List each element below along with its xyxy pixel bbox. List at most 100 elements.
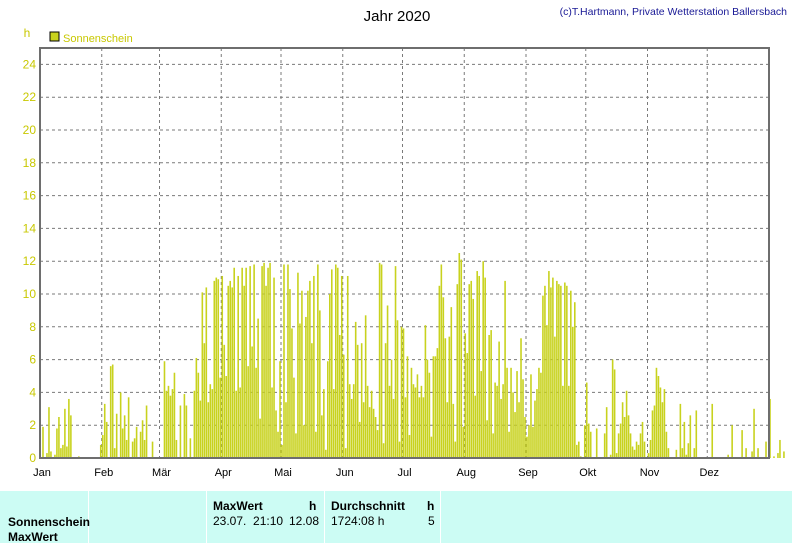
x-tick-label: Mär <box>152 467 171 479</box>
summary-avg-total: 1724:08 h <box>331 514 385 528</box>
bar <box>169 395 172 458</box>
y-tick-label: 18 <box>23 156 37 170</box>
bar <box>613 369 616 458</box>
bar <box>623 417 626 458</box>
bar <box>585 382 588 458</box>
bar <box>522 379 524 458</box>
bar <box>609 454 612 458</box>
bar <box>370 390 373 458</box>
bar <box>205 287 208 458</box>
bar <box>665 431 668 458</box>
bar <box>350 398 353 458</box>
bar <box>647 453 650 458</box>
bar <box>388 385 391 458</box>
bar <box>619 423 622 458</box>
bar <box>575 444 578 458</box>
plot-frame <box>39 47 770 459</box>
bar <box>639 433 642 458</box>
bar <box>460 259 463 458</box>
bar <box>358 421 361 458</box>
bar <box>685 454 688 458</box>
bar <box>390 359 393 458</box>
bar <box>414 387 417 458</box>
summary-avg-unit: h <box>427 499 435 513</box>
bar <box>225 376 228 458</box>
bar <box>396 320 399 458</box>
bar <box>526 436 528 458</box>
bar <box>675 449 678 458</box>
y-axis-unit: h <box>24 26 31 40</box>
bar <box>175 439 178 458</box>
bar <box>133 438 136 458</box>
bar <box>528 425 530 458</box>
legend-label: Sonnenschein <box>63 33 133 45</box>
bar <box>687 443 690 458</box>
bar <box>562 385 564 458</box>
bar <box>141 420 144 458</box>
bar <box>315 431 317 458</box>
bar <box>364 315 367 458</box>
bar <box>299 323 301 458</box>
bar <box>327 361 329 458</box>
bar <box>689 415 692 458</box>
bar <box>745 448 747 458</box>
x-tick-label: Okt <box>579 467 596 479</box>
bar <box>340 275 343 458</box>
bar <box>436 348 439 458</box>
bar <box>223 344 226 458</box>
bar <box>611 359 614 458</box>
y-tick-label: 6 <box>29 353 36 367</box>
bar <box>101 435 104 458</box>
y-tick-label: 22 <box>23 90 37 104</box>
bar <box>271 387 273 458</box>
bar-series-sonnenschein <box>42 253 785 458</box>
bar <box>512 392 514 458</box>
bar <box>42 426 44 458</box>
bar <box>352 384 355 458</box>
bar <box>245 267 247 458</box>
summary-maxwert-header: MaxWert <box>213 499 263 513</box>
bar <box>615 453 618 458</box>
bar <box>504 280 506 458</box>
bar <box>207 402 210 458</box>
bar <box>641 421 644 458</box>
bar <box>432 356 435 458</box>
bar <box>285 402 287 458</box>
y-tick-label: 14 <box>23 221 37 235</box>
bar <box>64 408 66 458</box>
bar <box>468 284 471 458</box>
bar <box>265 285 267 458</box>
bar <box>663 389 666 458</box>
bar <box>462 426 465 458</box>
y-tick-label: 0 <box>29 451 36 465</box>
bar <box>356 344 359 458</box>
bar <box>235 390 237 458</box>
bar <box>478 275 480 458</box>
bar <box>629 433 632 458</box>
bar <box>428 372 431 458</box>
bar <box>189 438 192 458</box>
bar <box>757 448 759 458</box>
bar <box>233 267 235 458</box>
bar <box>257 318 259 458</box>
bar <box>251 346 253 458</box>
bar <box>197 372 200 458</box>
bar <box>253 264 255 458</box>
bar <box>524 417 526 458</box>
bar <box>643 441 646 458</box>
x-tick-label: Nov <box>640 467 660 479</box>
bar <box>231 287 233 458</box>
bar <box>568 385 570 458</box>
bar <box>301 290 303 458</box>
bar <box>454 441 457 458</box>
bar <box>536 389 538 458</box>
x-tick-label: Feb <box>94 467 113 479</box>
bar <box>275 410 277 458</box>
chart-credit: (c)T.Hartmann, Private Wetterstation Bal… <box>560 6 788 18</box>
bar <box>185 405 188 458</box>
bar <box>139 431 142 458</box>
bar <box>143 439 146 458</box>
bar <box>753 408 755 458</box>
bar <box>544 285 546 458</box>
